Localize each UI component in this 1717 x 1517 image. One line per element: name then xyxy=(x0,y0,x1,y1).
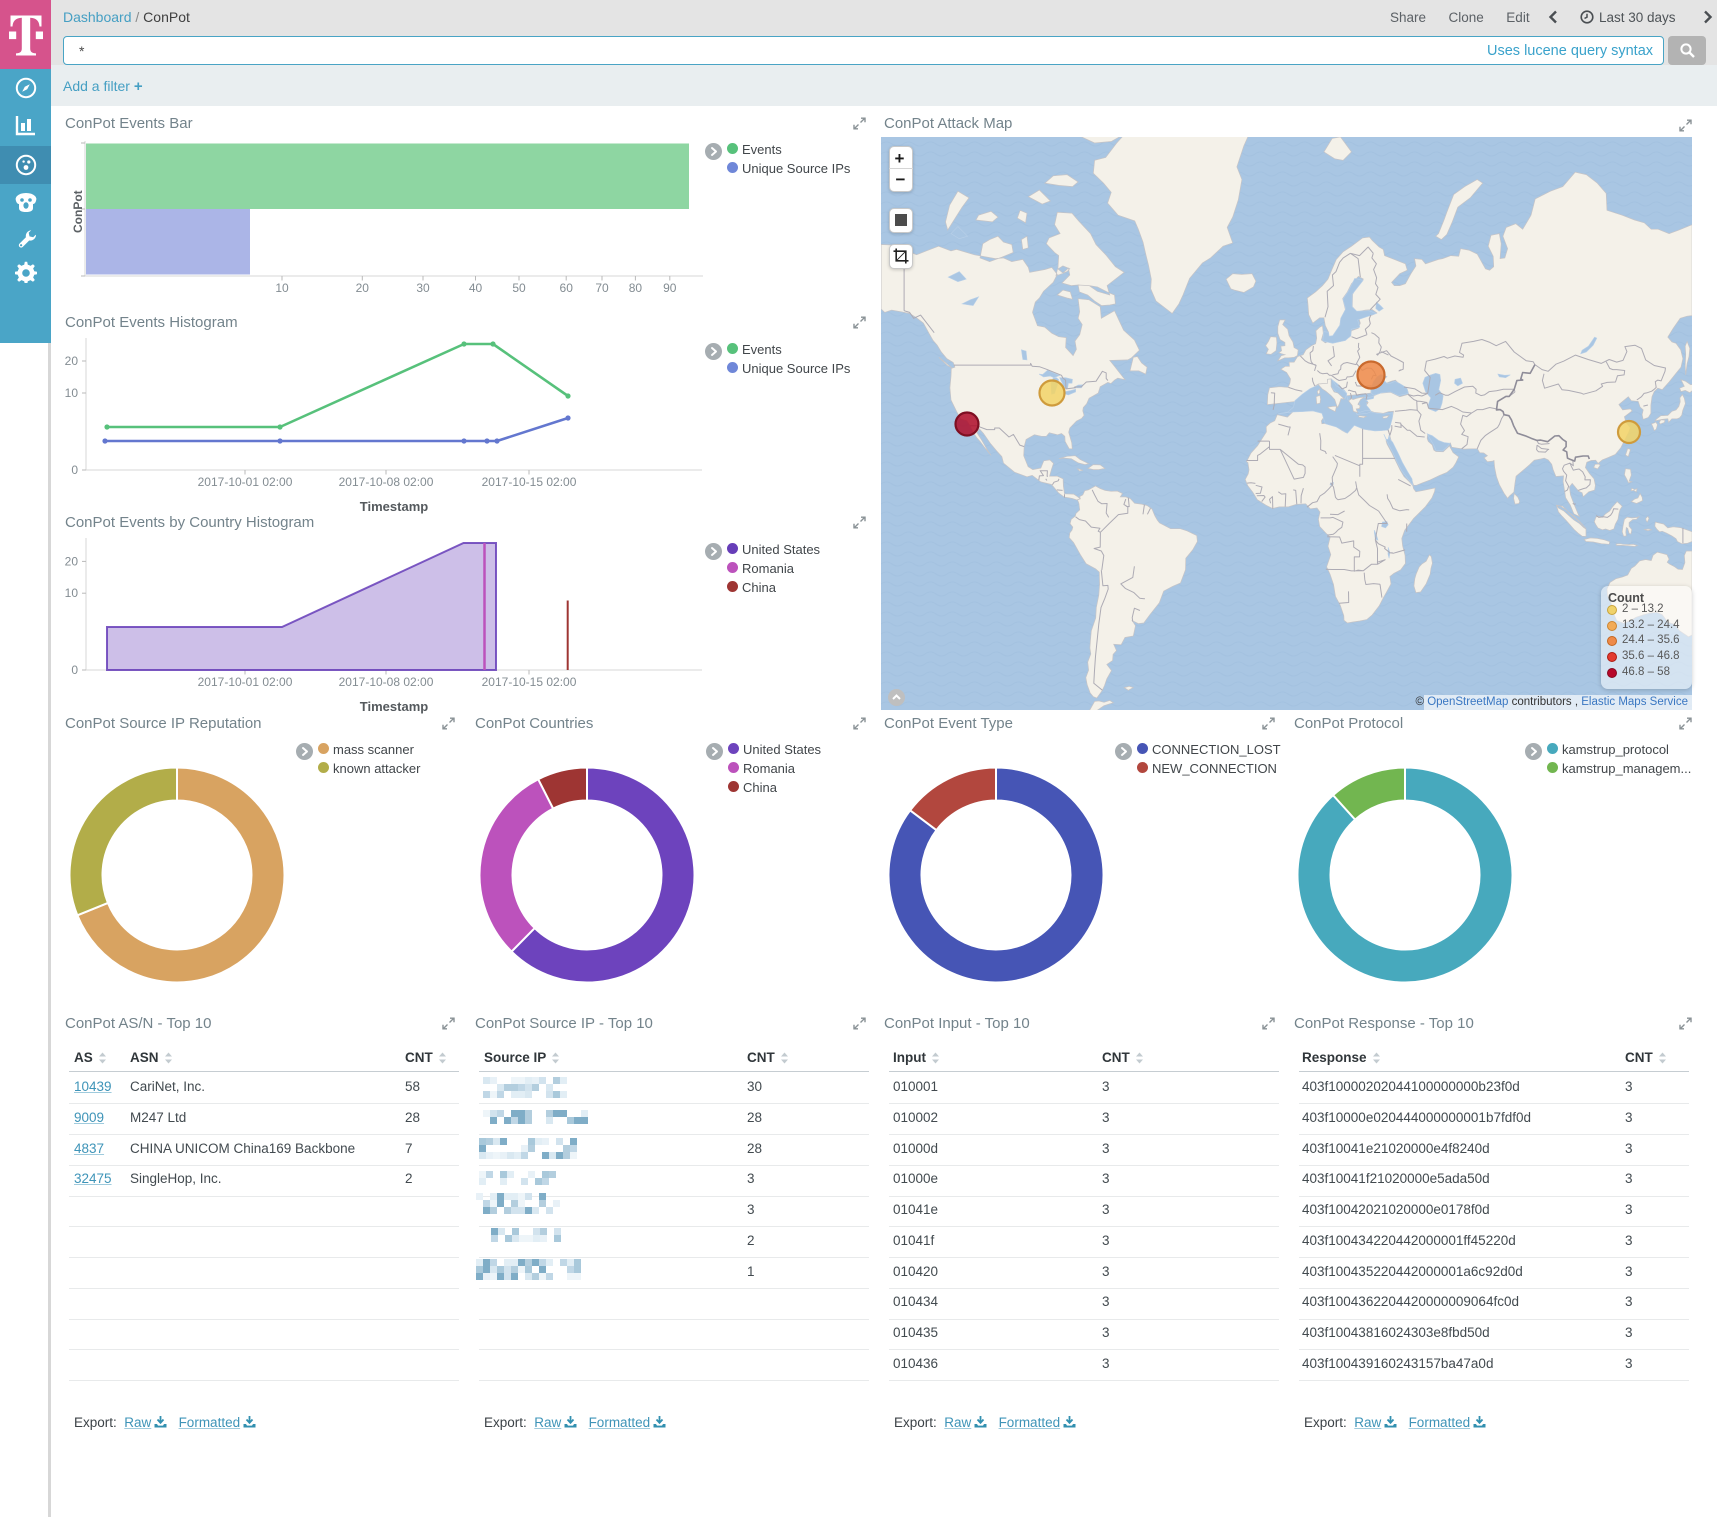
svg-text:70: 70 xyxy=(595,281,609,295)
svg-text:Timestamp: Timestamp xyxy=(360,699,428,714)
svg-text:20: 20 xyxy=(65,354,79,368)
svg-text:10: 10 xyxy=(65,586,79,600)
svg-text:Timestamp: Timestamp xyxy=(360,499,428,514)
svg-text:2017-10-15 02:00: 2017-10-15 02:00 xyxy=(482,675,577,689)
svg-text:30: 30 xyxy=(416,281,430,295)
svg-text:2017-10-08 02:00: 2017-10-08 02:00 xyxy=(339,675,434,689)
svg-text:60: 60 xyxy=(560,281,574,295)
svg-text:10: 10 xyxy=(65,386,79,400)
svg-text:10: 10 xyxy=(275,281,289,295)
svg-text:2017-10-15 02:00: 2017-10-15 02:00 xyxy=(482,475,577,489)
svg-text:40: 40 xyxy=(469,281,483,295)
svg-text:2017-10-01 02:00: 2017-10-01 02:00 xyxy=(198,675,293,689)
svg-text:2017-10-01 02:00: 2017-10-01 02:00 xyxy=(198,475,293,489)
svg-text:2017-10-08 02:00: 2017-10-08 02:00 xyxy=(339,475,434,489)
svg-text:0: 0 xyxy=(71,463,78,477)
svg-text:0: 0 xyxy=(71,663,78,677)
svg-text:20: 20 xyxy=(356,281,370,295)
svg-text:20: 20 xyxy=(65,554,79,568)
svg-text:50: 50 xyxy=(512,281,526,295)
svg-text:80: 80 xyxy=(629,281,643,295)
svg-text:90: 90 xyxy=(663,281,677,295)
